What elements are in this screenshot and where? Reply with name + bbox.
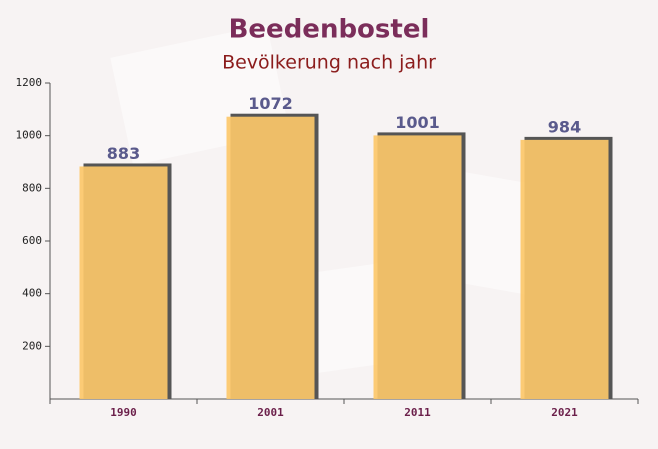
bar — [79, 166, 168, 399]
y-tick-label: 800 — [22, 181, 42, 194]
y-tick-label: 1200 — [16, 76, 43, 89]
chart-title: Beedenbostel — [229, 15, 430, 45]
value-label: 883 — [107, 144, 140, 163]
value-label: 1072 — [248, 94, 293, 113]
chart-subtitle: Bevölkerung nach jahr — [222, 52, 436, 74]
bar — [520, 139, 609, 399]
bar — [373, 135, 462, 400]
x-tick-label: 1990 — [110, 406, 137, 419]
x-tick-label: 2001 — [257, 406, 284, 419]
x-tick-label: 2021 — [551, 406, 578, 419]
y-tick-label: 600 — [22, 234, 42, 247]
bar — [226, 116, 315, 399]
y-tick-label: 1000 — [16, 129, 43, 142]
value-label: 1001 — [395, 113, 440, 132]
x-tick-label: 2011 — [404, 406, 431, 419]
y-tick-label: 200 — [22, 339, 42, 352]
y-tick-label: 400 — [22, 287, 42, 300]
value-label: 984 — [548, 117, 581, 136]
